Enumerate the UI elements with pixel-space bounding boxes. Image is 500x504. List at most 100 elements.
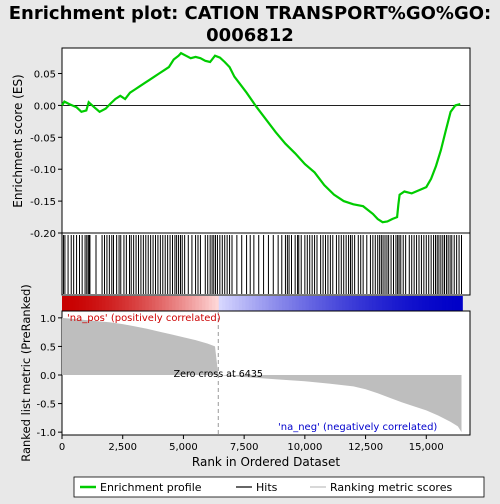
heatmap-segment <box>165 296 170 311</box>
heatmap-segment <box>112 296 116 311</box>
heatmap-segment <box>328 296 333 311</box>
heatmap-segment <box>338 296 343 311</box>
legend-box <box>73 476 485 498</box>
heatmap-segment <box>415 296 420 311</box>
heatmap-segment <box>198 296 203 311</box>
heatmap-segment <box>418 296 423 311</box>
zero-cross-annotation: Zero cross at 6435 <box>174 369 263 380</box>
heatmap-segment <box>292 296 297 311</box>
heatmap-segment <box>435 296 440 311</box>
heatmap-segment <box>242 296 247 311</box>
heatmap-segment <box>438 296 443 311</box>
legend-label: Hits <box>256 481 278 494</box>
x-tick-label: 5,000 <box>169 442 198 453</box>
hits-panel <box>62 235 462 294</box>
heatmap-segment <box>222 296 227 311</box>
heatmap-segment <box>352 296 357 311</box>
heatmap-segment <box>298 296 303 311</box>
heatmap-segment <box>285 296 290 311</box>
heatmap-segment <box>88 296 93 311</box>
heatmap-segment <box>388 296 393 311</box>
heatmap-segment <box>365 296 370 311</box>
heatmap-segment <box>295 296 300 311</box>
metric-y-tick-label: -1.0 <box>36 428 56 439</box>
metric-y-tick-label: 1.0 <box>40 314 56 325</box>
heatmap-segment <box>345 296 350 311</box>
heatmap-segment <box>448 296 453 311</box>
heatmap-segment <box>182 296 187 311</box>
heatmap-segment <box>405 296 410 311</box>
heatmap-segment <box>192 296 197 311</box>
heatmap-segment <box>385 296 390 311</box>
heatmap-segment <box>175 296 180 311</box>
x-tick-label: 12,500 <box>348 442 383 453</box>
heatmap-segment <box>392 296 397 311</box>
heatmap-segment <box>322 296 327 311</box>
heatmap-segment <box>428 296 433 311</box>
heatmap-segment <box>82 296 86 311</box>
heatmap-segment <box>72 296 76 311</box>
heatmap-segment <box>342 296 347 311</box>
heatmap-segment <box>332 296 337 311</box>
x-tick-label: 15,000 <box>409 442 444 453</box>
heatmap-segment <box>125 296 130 311</box>
heatmap-segment <box>65 296 70 311</box>
heatmap-segment <box>215 296 220 311</box>
heatmap-segment <box>95 296 100 311</box>
heatmap-segment <box>288 296 293 311</box>
heatmap-segment <box>452 296 457 311</box>
heatmap-segment <box>132 296 136 311</box>
ranking-metric-area <box>62 317 462 433</box>
heatmap-segment <box>335 296 340 311</box>
heatmap-segment <box>155 296 160 311</box>
enrichment-profile-line <box>61 51 461 224</box>
heatmap-segment <box>458 296 463 311</box>
heatmap-segment <box>432 296 437 311</box>
heatmap-segment <box>398 296 403 311</box>
heatmap-segment <box>302 296 307 311</box>
heatmap-segment <box>445 296 450 311</box>
heatmap-segment <box>395 296 400 311</box>
es-y-tick-label: -0.10 <box>30 165 56 176</box>
heatmap-segment <box>122 296 126 311</box>
heatmap-segment <box>68 296 73 311</box>
na-neg-annotation: 'na_neg' (negatively correlated) <box>278 422 437 433</box>
heatmap-segment <box>195 296 200 311</box>
heatmap-segment <box>442 296 447 311</box>
heatmap-segment <box>142 296 146 311</box>
heatmap-segment <box>455 296 460 311</box>
chart-title-line: 0006812 <box>206 25 294 46</box>
heatmap-segment <box>102 296 106 311</box>
x-tick-label: 7,500 <box>230 442 259 453</box>
heatmap-segment <box>118 296 123 311</box>
heatmap-segment <box>378 296 383 311</box>
heatmap-segment <box>75 296 80 311</box>
metric-y-axis-label: Ranked list metric (PreRanked) <box>19 284 33 462</box>
heatmap-segment <box>265 296 270 311</box>
heatmap-segment <box>78 296 83 311</box>
metric-y-tick-label: -0.5 <box>36 400 56 411</box>
heatmap-segment <box>185 296 190 311</box>
heatmap-segment <box>178 296 183 311</box>
heatmap-segment <box>308 296 313 311</box>
chart-title-line: Enrichment plot: CATION TRANSPORT%GO%GO: <box>9 3 491 24</box>
metric-y-tick-label: 0.0 <box>40 371 56 382</box>
heatmap-segment <box>245 296 250 311</box>
heatmap-segment <box>115 296 120 311</box>
heatmap-segment <box>172 296 176 311</box>
heatmap-segment <box>108 296 113 311</box>
heatmap-segment <box>238 296 243 311</box>
heatmap-segment <box>348 296 353 311</box>
es-y-tick-label: 0.00 <box>34 101 56 112</box>
heatmap-segment <box>312 296 317 311</box>
heatmap-segment <box>158 296 163 311</box>
heatmap-segment <box>375 296 380 311</box>
es-y-tick-label: -0.05 <box>30 133 56 144</box>
heatmap-segment <box>138 296 143 311</box>
heatmap-segment <box>368 296 373 311</box>
x-tick-label: 10,000 <box>287 442 322 453</box>
es-y-tick-label: -0.20 <box>30 229 56 240</box>
heatmap-segment <box>162 296 166 311</box>
metric-y-tick-label: 0.5 <box>40 342 56 353</box>
